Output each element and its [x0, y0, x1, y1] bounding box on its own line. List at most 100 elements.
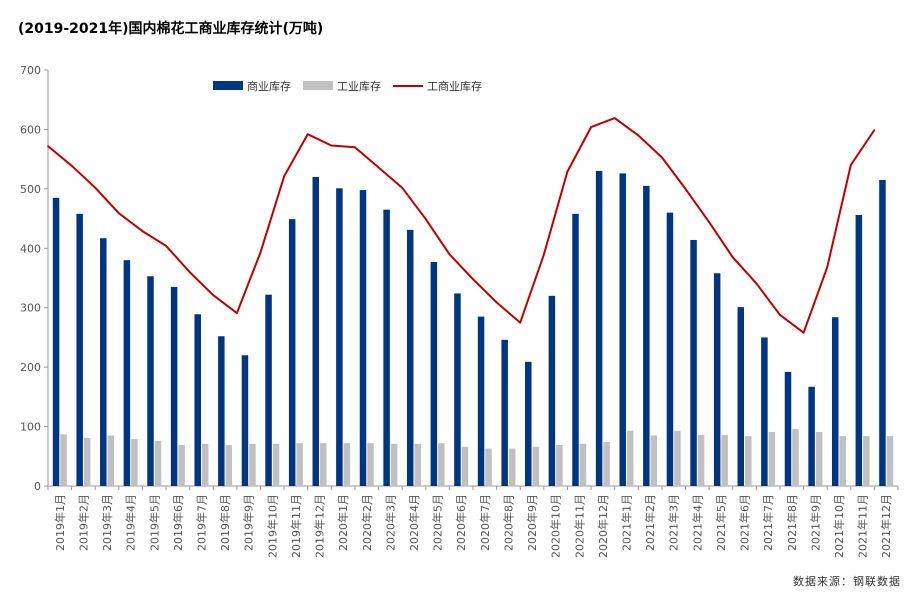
bar-commercial: [430, 261, 438, 486]
line-point: [188, 271, 191, 273]
line-point: [354, 146, 356, 149]
bar-commercial: [100, 238, 107, 486]
line-point: [377, 166, 380, 169]
bar-commercial: [855, 215, 863, 486]
x-tick-label: 2021年2月: [643, 494, 657, 551]
x-tick-label: 2019年8月: [218, 494, 232, 551]
line-point: [118, 212, 120, 215]
line-point: [448, 253, 451, 256]
line-point: [566, 170, 569, 173]
bar-commercial: [879, 179, 886, 486]
bar-industrial: [721, 434, 728, 486]
line-point: [661, 156, 663, 159]
bar-commercial: [383, 209, 390, 486]
bar-commercial: [312, 176, 320, 486]
bar-commercial: [737, 307, 745, 486]
line-total: [47, 117, 876, 334]
bar-commercial: [572, 213, 579, 486]
x-tick-label: 2021年9月: [808, 494, 822, 551]
bar-industrial: [863, 436, 870, 486]
x-tick-label: 2021年1月: [619, 494, 633, 551]
x-tick-label: 2021年3月: [667, 494, 681, 551]
bar-commercial: [454, 293, 461, 486]
x-tick-label: 2020年12月: [596, 494, 610, 558]
y-tick-label: 100: [20, 421, 41, 434]
bar-industrial: [201, 443, 209, 486]
x-tick-label: 2019年11月: [289, 494, 303, 558]
line-point: [212, 294, 215, 297]
y-tick-label: 400: [20, 242, 41, 255]
line-point: [70, 164, 73, 167]
x-tick-label: 2019年2月: [76, 494, 90, 551]
x-tick-label: 2021年7月: [761, 494, 775, 551]
bar-industrial: [792, 428, 799, 486]
data-source: 数据来源：钢联数据: [793, 575, 901, 588]
axes: 0 100 200 300 400 500 600 700 2019年1月 2019年2月 2019…: [20, 64, 899, 558]
x-tick-label: 2020年10月: [549, 494, 563, 558]
bar-industrial: [650, 435, 658, 486]
legend-swatch-commercial: [213, 81, 243, 90]
line-point: [472, 278, 474, 280]
x-tick-label: 2021年12月: [879, 494, 893, 558]
bar-industrial: [367, 443, 374, 486]
bar-commercial: [477, 316, 485, 486]
line-point: [47, 145, 49, 147]
y-tick-label: 0: [34, 480, 41, 493]
line-point: [731, 256, 734, 259]
bar-commercial: [265, 294, 272, 486]
bar-commercial: [525, 361, 532, 486]
line-point: [613, 117, 616, 119]
bar-industrial: [886, 436, 894, 486]
bar-industrial: [745, 436, 752, 486]
line-point: [141, 230, 144, 232]
x-tick-label: 2021年5月: [714, 494, 728, 551]
bar-industrial: [154, 440, 162, 486]
bar-industrial: [320, 443, 327, 486]
bar-commercial: [595, 171, 603, 486]
bar-industrial: [626, 430, 634, 486]
bar-commercial: [288, 219, 296, 486]
bar-commercial: [406, 229, 414, 486]
bar-commercial: [643, 185, 650, 486]
bar-industrial: [225, 444, 233, 486]
bar-commercial: [241, 355, 249, 486]
bar-industrial: [579, 443, 587, 486]
bar-industrial: [768, 431, 776, 486]
x-tick-label: 2021年11月: [856, 494, 870, 558]
bar-commercial: [619, 173, 626, 487]
bar-industrial: [343, 443, 351, 486]
bar-industrial: [674, 430, 681, 486]
bar-commercial: [548, 295, 556, 486]
line-point: [519, 321, 522, 324]
line-point: [684, 188, 687, 190]
line-point: [755, 282, 758, 285]
x-tick-label: 2020年8月: [501, 494, 515, 551]
bar-industrial: [390, 443, 398, 486]
x-tick-label: 2019年1月: [53, 494, 67, 551]
line-point: [637, 134, 640, 137]
bars: [52, 171, 894, 487]
y-tick-label: 600: [20, 123, 41, 136]
line-point: [283, 175, 285, 178]
bar-industrial: [603, 442, 610, 486]
x-tick-label: 2021年8月: [785, 494, 799, 551]
y-tick-label: 200: [20, 361, 41, 374]
bar-industrial: [178, 444, 185, 486]
y-tick-label: 500: [20, 183, 41, 196]
legend: 商业库存 工业库存 工商业库存: [213, 79, 482, 93]
line-point: [165, 245, 167, 247]
x-tick-label: 2020年7月: [478, 494, 492, 551]
legend-label-commercial: 商业库存: [247, 79, 291, 93]
x-tick-label: 2020年9月: [525, 494, 539, 551]
bar-commercial: [218, 336, 225, 486]
bar-industrial: [272, 443, 280, 486]
bar-industrial: [697, 434, 705, 486]
line-point: [424, 218, 427, 220]
bar-industrial: [461, 446, 469, 486]
line-point: [401, 186, 403, 189]
legend-swatch-industrial: [303, 81, 333, 90]
bar-commercial: [76, 213, 83, 486]
line-point: [236, 312, 238, 314]
x-tick-label: 2019年3月: [100, 494, 114, 551]
